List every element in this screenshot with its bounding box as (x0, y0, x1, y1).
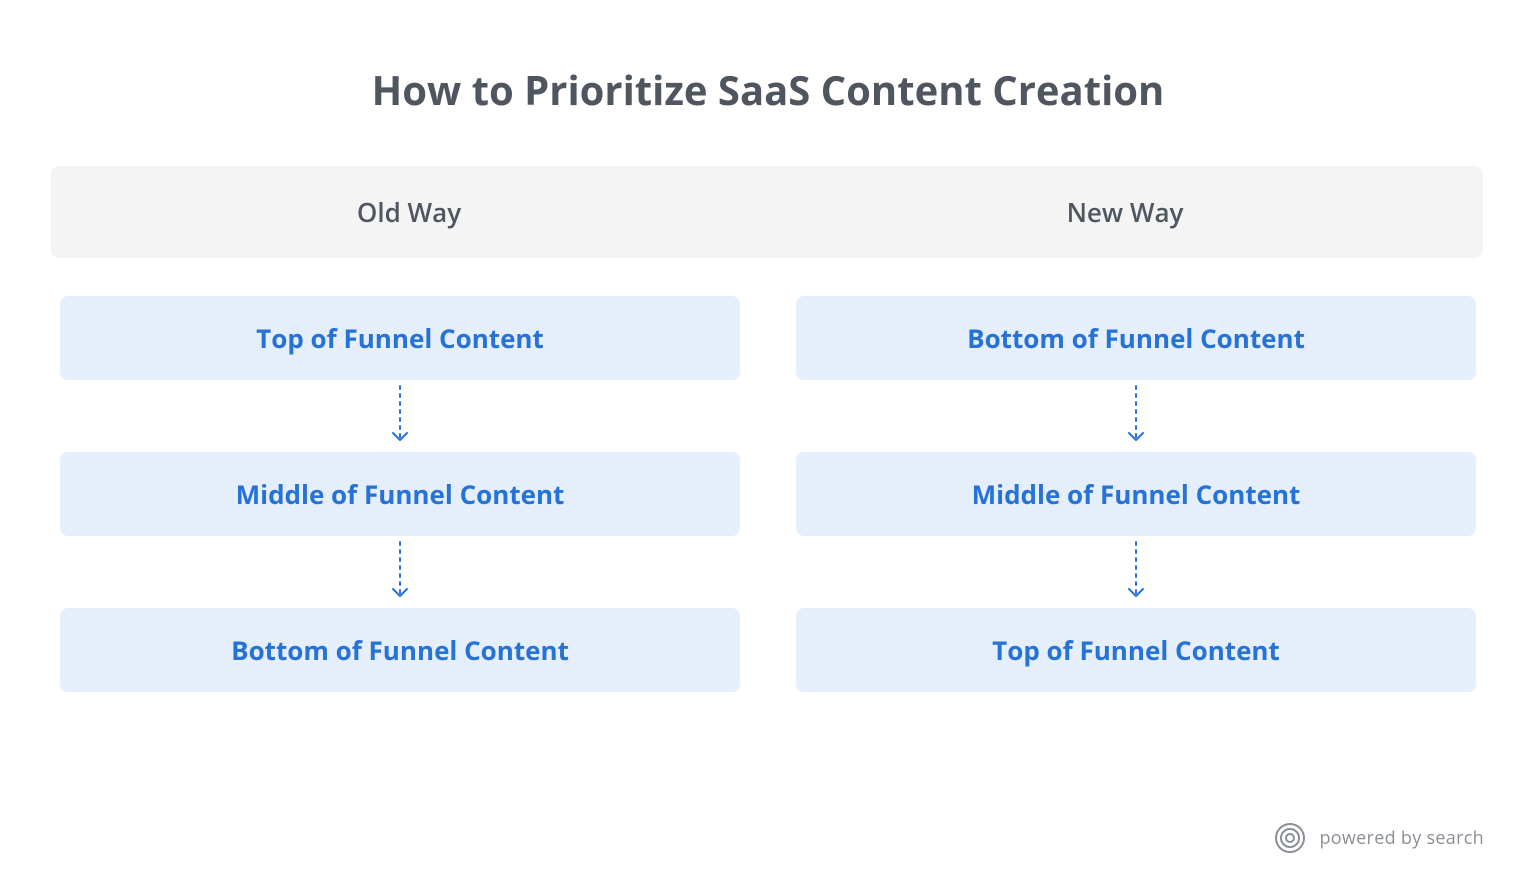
page-title: How to Prioritize SaaS Content Creation (0, 62, 1536, 117)
step-box: Bottom of Funnel Content (60, 608, 740, 692)
step-box: Middle of Funnel Content (60, 452, 740, 536)
arrow-down-icon (390, 540, 410, 605)
column-new-way: Bottom of Funnel Content Middle of Funne… (796, 296, 1476, 692)
arrow-down-icon (1126, 384, 1146, 449)
brand-logo-icon (1273, 821, 1307, 855)
footer-text: powered by search (1319, 826, 1484, 850)
column-old-way: Top of Funnel Content Middle of Funnel C… (60, 296, 740, 692)
arrow-down (60, 536, 740, 608)
step-box: Top of Funnel Content (796, 608, 1476, 692)
step-box: Top of Funnel Content (60, 296, 740, 380)
infographic-canvas: How to Prioritize SaaS Content Creation … (0, 0, 1536, 883)
header-old-way: Old Way (51, 166, 767, 258)
arrow-down (60, 380, 740, 452)
arrow-down-icon (390, 384, 410, 449)
arrow-down-icon (1126, 540, 1146, 605)
step-box: Bottom of Funnel Content (796, 296, 1476, 380)
header-new-way: New Way (767, 166, 1483, 258)
arrow-down (796, 380, 1476, 452)
step-box: Middle of Funnel Content (796, 452, 1476, 536)
arrow-down (796, 536, 1476, 608)
column-header-bar: Old Way New Way (51, 166, 1483, 258)
footer-branding: powered by search (1273, 821, 1484, 855)
